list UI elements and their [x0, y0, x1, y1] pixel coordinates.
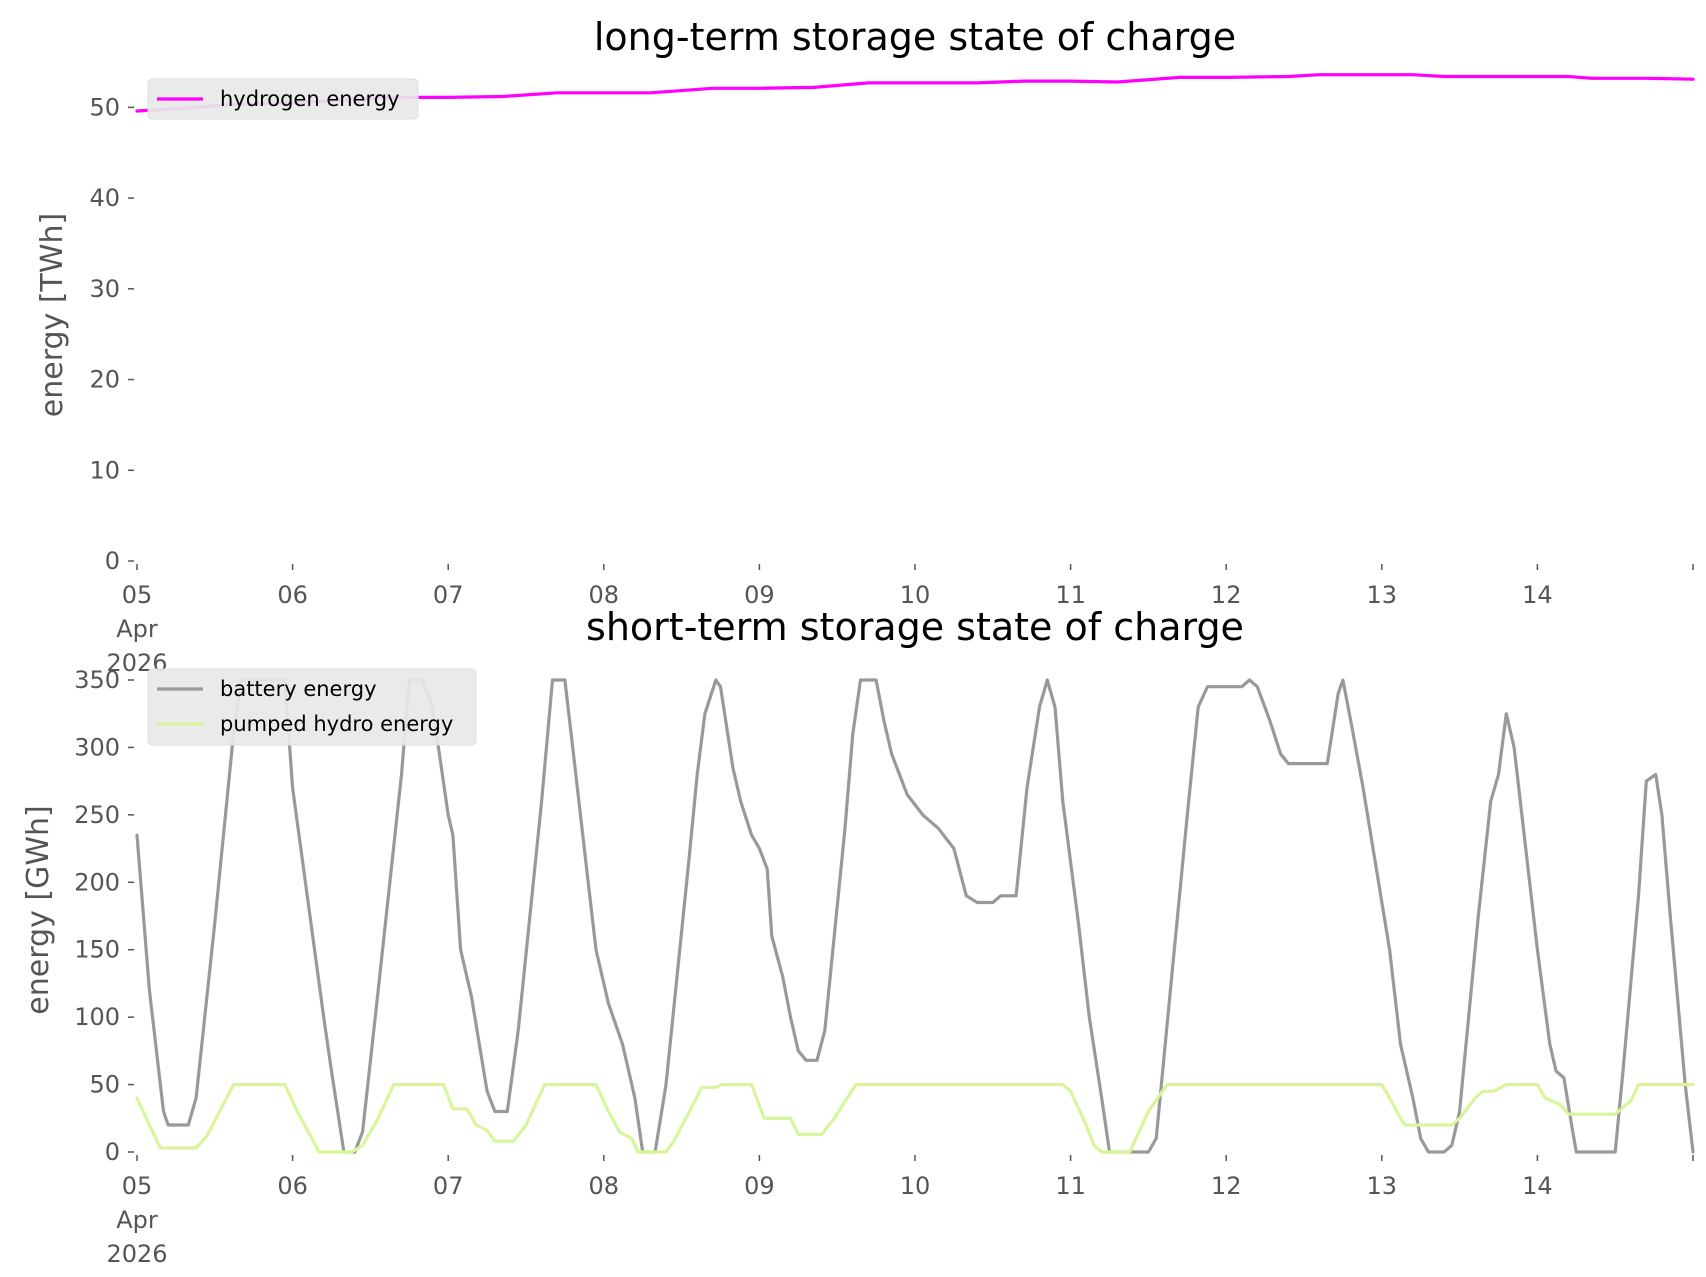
x-tick-label: 08: [589, 1172, 620, 1200]
y-axis-label: energy [TWh]: [35, 213, 70, 417]
y-tick-label: 100: [74, 1003, 120, 1031]
legend-box: [147, 78, 419, 120]
y-tick-label: 250: [74, 801, 120, 829]
x-tick-label: 05 Apr 2026: [106, 1172, 167, 1268]
x-tick-label: 09: [744, 1172, 775, 1200]
x-tick-label: 10: [900, 581, 931, 609]
x-tick-label: 13: [1367, 1172, 1398, 1200]
y-tick-label: 350: [74, 666, 120, 694]
x-tick-label: 09: [744, 581, 775, 609]
x-tick-label: 11: [1055, 1172, 1086, 1200]
x-ticks: 05 Apr 2026 06 07 08 09 10 11 12 13 14: [106, 564, 1694, 677]
legend-box: [147, 668, 477, 746]
chart-title: short-term storage state of charge: [586, 605, 1244, 649]
x-tick-label: 14: [1522, 1172, 1553, 1200]
y-tick-label: 200: [74, 868, 120, 896]
x-tick-label: 12: [1211, 581, 1242, 609]
x-tick-label: 13: [1367, 581, 1398, 609]
legend-label: pumped hydro energy: [220, 712, 453, 736]
series-lines: [135, 678, 1695, 1154]
y-ticks: 0 50 100 150 200 250 300 350: [74, 666, 134, 1166]
long-term-storage-panel: long-term storage state of charge energy…: [35, 15, 1695, 677]
y-tick-label: 50: [89, 1071, 120, 1099]
legend: hydrogen energy: [147, 78, 419, 120]
legend: battery energy pumped hydro energy: [147, 668, 477, 746]
short-term-storage-panel: short-term storage state of charge energ…: [21, 605, 1695, 1268]
series-line-pumped-hydro-energy: [135, 1083, 1695, 1154]
y-tick-label: 150: [74, 936, 120, 964]
x-tick-label: 12: [1211, 1172, 1242, 1200]
legend-label: hydrogen energy: [220, 87, 400, 111]
legend-label: battery energy: [220, 677, 377, 701]
y-tick-label: 0: [105, 1138, 120, 1166]
x-tick-label: 10: [900, 1172, 931, 1200]
y-tick-label: 30: [89, 275, 120, 303]
x-tick-label: 11: [1055, 581, 1086, 609]
x-tick-label: 08: [589, 581, 620, 609]
y-tick-label: 40: [89, 184, 120, 212]
x-tick-label: 07: [433, 1172, 464, 1200]
y-tick-label: 0: [105, 547, 120, 575]
x-tick-label: 07: [433, 581, 464, 609]
y-tick-label: 50: [89, 93, 120, 121]
y-tick-label: 300: [74, 733, 120, 761]
x-tick-label: 05 Apr 2026: [106, 581, 167, 677]
chart-title: long-term storage state of charge: [594, 15, 1236, 59]
x-ticks: 05 Apr 2026 06 07 08 09 10 11 12 13 14: [106, 1155, 1694, 1268]
series-line-battery-energy: [135, 678, 1695, 1154]
x-tick-label: 14: [1522, 581, 1553, 609]
y-tick-label: 20: [89, 366, 120, 394]
x-tick-label: 06: [277, 1172, 308, 1200]
y-tick-label: 10: [89, 456, 120, 484]
y-ticks: 0 10 20 30 40 50: [89, 93, 134, 575]
x-tick-label: 06: [277, 581, 308, 609]
y-axis-label: energy [GWh]: [21, 805, 56, 1014]
